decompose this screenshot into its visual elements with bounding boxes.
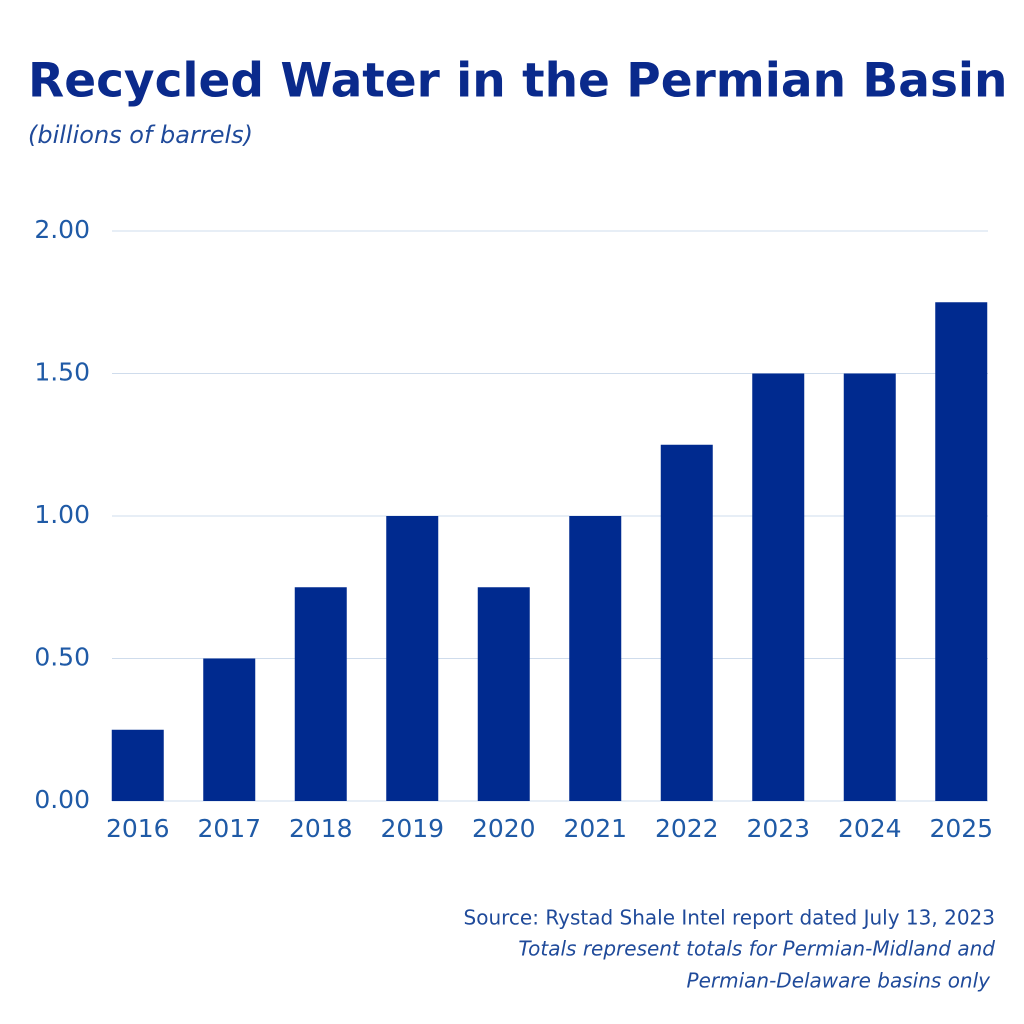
bar <box>111 729 164 801</box>
bar <box>294 587 347 801</box>
x-tick-label: 2020 <box>472 814 536 843</box>
y-tick-label: 0.50 <box>34 643 90 672</box>
bar <box>569 516 622 801</box>
bar <box>935 302 988 801</box>
x-tick-label: 2025 <box>929 814 993 843</box>
bar <box>843 373 896 801</box>
x-tick-label: 2018 <box>289 814 353 843</box>
note: Permian-Delaware basins only <box>687 969 992 993</box>
bar <box>660 444 713 801</box>
x-tick-label: 2021 <box>563 814 627 843</box>
note: Totals represent totals for Permian-Midl… <box>518 937 995 961</box>
x-tick-label: 2016 <box>106 814 170 843</box>
bar <box>477 587 530 801</box>
x-tick-label: 2017 <box>197 814 261 843</box>
chart-subtitle: (billions of barrels) <box>28 121 253 149</box>
y-tick-label: 1.50 <box>34 358 90 387</box>
x-tick-label: 2022 <box>655 814 719 843</box>
y-tick-label: 0.00 <box>34 785 90 814</box>
bar <box>752 373 805 801</box>
source: Source: Rystad Shale Intel report dated … <box>464 906 995 930</box>
x-tick-label: 2019 <box>380 814 444 843</box>
y-tick-label: 1.00 <box>34 500 90 529</box>
y-tick-label: 2.00 <box>34 215 90 244</box>
x-tick-label: 2023 <box>746 814 810 843</box>
bar <box>386 516 439 801</box>
bar <box>203 658 256 801</box>
x-tick-label: 2024 <box>838 814 902 843</box>
chart-title: Recycled Water in the Permian Basin <box>28 54 1008 109</box>
